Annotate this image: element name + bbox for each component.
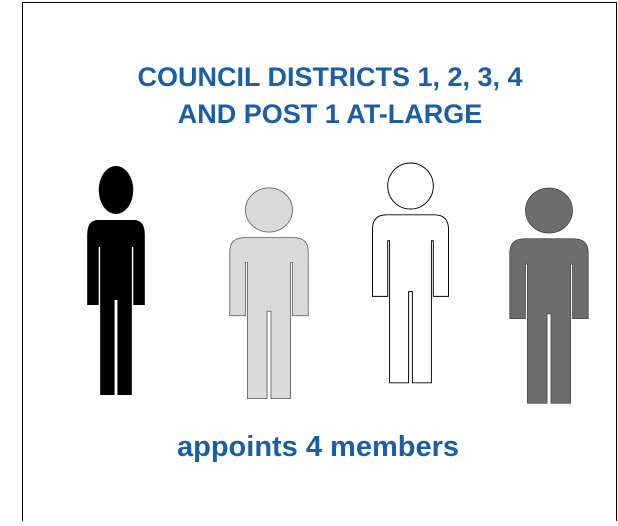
title-line: COUNCIL DISTRICTS 1, 2, 3, 4: [137, 62, 522, 92]
title-line: AND POST 1 AT-LARGE: [178, 99, 483, 129]
caption: appoints 4 members: [177, 431, 459, 463]
